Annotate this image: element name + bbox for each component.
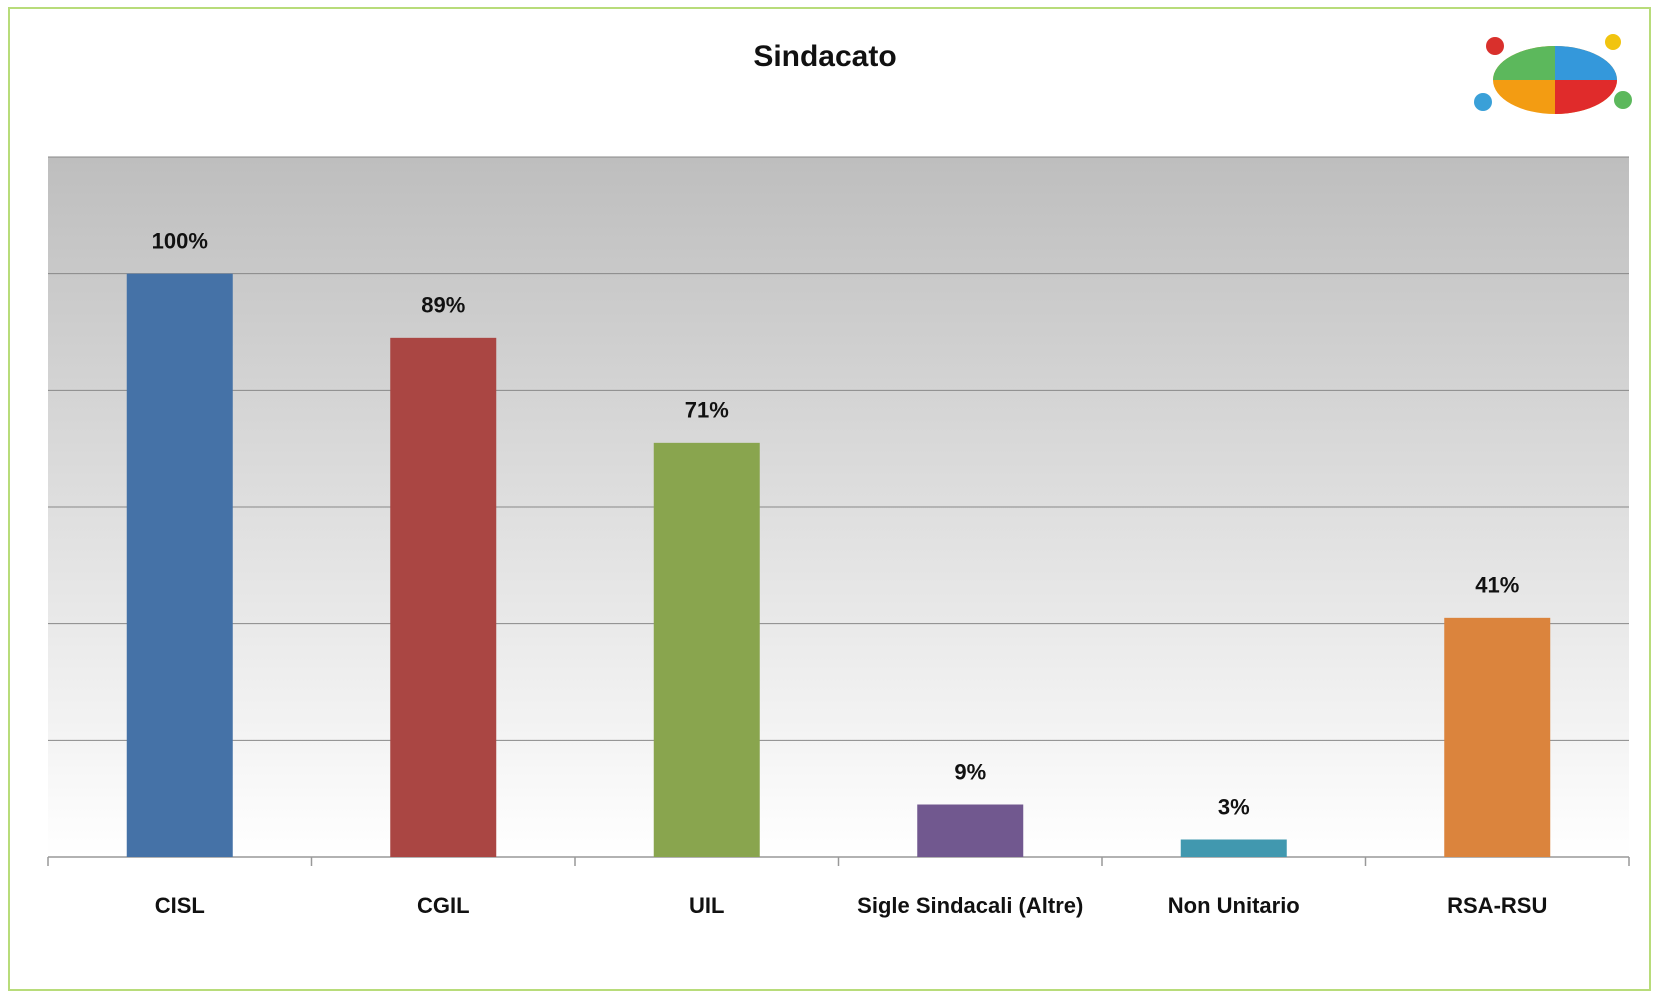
data-label: 41%: [1475, 573, 1519, 598]
bar: [917, 804, 1024, 857]
bar: [653, 442, 760, 857]
data-label: 3%: [1218, 794, 1250, 819]
bar: [126, 273, 233, 858]
x-tick-label: CISL: [155, 893, 205, 918]
x-tick-label: Sigle Sindacali (Altre): [857, 893, 1083, 918]
data-label: 9%: [954, 759, 986, 784]
data-label: 71%: [685, 398, 729, 423]
x-tick-label: RSA-RSU: [1447, 893, 1547, 918]
data-label: 100%: [152, 228, 208, 253]
bar: [1444, 617, 1551, 857]
bar: [1180, 839, 1287, 857]
data-label: 89%: [421, 293, 465, 318]
bar: [390, 337, 497, 857]
x-tick-label: UIL: [689, 893, 724, 918]
logo: [1474, 34, 1632, 114]
chart-title: Sindacato: [753, 40, 896, 73]
x-tick-label: CGIL: [417, 893, 470, 918]
x-tick-label: Non Unitario: [1168, 893, 1300, 918]
